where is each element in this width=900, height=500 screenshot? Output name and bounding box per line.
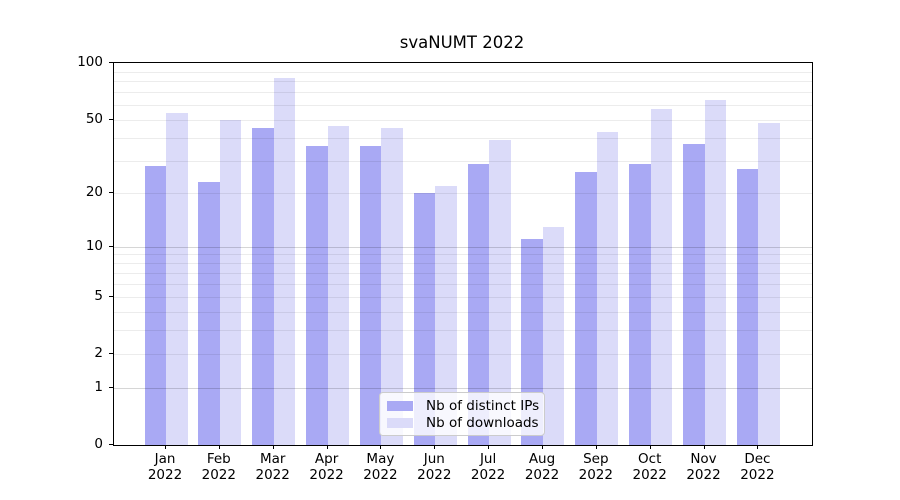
x-tick-label-jan-2022: Jan 2022 xyxy=(147,451,183,483)
y-tick-label-50: 50 xyxy=(85,110,103,127)
y-tick-label-5: 5 xyxy=(94,287,103,304)
gridline-minor-60 xyxy=(114,104,812,106)
legend-item-distinct-ips: Nb of distinct IPs xyxy=(387,398,540,415)
bar-nb-of-downloads-oct-2022 xyxy=(650,108,673,445)
y-tick-mark-2 xyxy=(109,353,113,355)
bar-nb-of-distinct-ips-may-2022 xyxy=(359,146,382,445)
gridline-minor-7 xyxy=(114,272,812,274)
bar-nb-of-distinct-ips-mar-2022 xyxy=(252,128,274,445)
gridline-minor-40 xyxy=(114,137,812,139)
x-tick-label-aug-2022: Aug 2022 xyxy=(524,451,560,483)
y-tick-mark-0 xyxy=(109,444,113,445)
legend-swatch-downloads xyxy=(387,417,413,428)
gridline-minor-5 xyxy=(114,296,812,298)
y-tick-label-1: 1 xyxy=(94,378,103,395)
x-tick-mark-jul-2022 xyxy=(488,445,490,449)
x-tick-mark-mar-2022 xyxy=(272,445,274,449)
legend-label-distinct-ips: Nb of distinct IPs xyxy=(426,398,540,415)
y-tick-label-100: 100 xyxy=(77,54,103,70)
y-tick-label-20: 20 xyxy=(85,184,103,200)
x-tick-mark-aug-2022 xyxy=(542,445,543,449)
bar-nb-of-downloads-dec-2022 xyxy=(758,122,780,445)
bar-nb-of-downloads-mar-2022 xyxy=(273,78,296,445)
bar-nb-of-downloads-jan-2022 xyxy=(166,113,188,445)
gridline-minor-70 xyxy=(114,92,812,94)
bar-nb-of-distinct-ips-dec-2022 xyxy=(736,169,759,445)
x-tick-mark-nov-2022 xyxy=(703,445,705,449)
y-tick-label-10: 10 xyxy=(85,237,103,254)
x-tick-mark-jun-2022 xyxy=(434,445,436,449)
bar-nb-of-distinct-ips-oct-2022 xyxy=(629,163,651,445)
y-tick-mark-100 xyxy=(109,62,113,63)
x-tick-label-dec-2022: Dec 2022 xyxy=(740,451,775,483)
bar-nb-of-downloads-aug-2022 xyxy=(542,226,565,445)
legend-item-downloads: Nb of downloads xyxy=(387,414,539,432)
y-tick-mark-20 xyxy=(109,192,113,193)
x-tick-label-jun-2022: Jun 2022 xyxy=(417,451,452,483)
gridline-minor-50 xyxy=(114,119,812,121)
bar-nb-of-downloads-may-2022 xyxy=(381,128,403,445)
bar-nb-of-distinct-ips-sep-2022 xyxy=(575,172,597,445)
bar-nb-of-distinct-ips-apr-2022 xyxy=(306,146,328,445)
bar-nb-of-downloads-sep-2022 xyxy=(596,131,619,445)
gridline-minor-4 xyxy=(114,311,812,313)
y-tick-mark-5 xyxy=(109,295,113,297)
gridline-major-1 xyxy=(114,387,812,389)
y-tick-label-2: 2 xyxy=(94,345,103,362)
x-tick-mark-sep-2022 xyxy=(595,445,597,449)
y-tick-mark-10 xyxy=(109,245,113,247)
x-tick-label-sep-2022: Sep 2022 xyxy=(578,451,613,483)
bar-nb-of-distinct-ips-jun-2022 xyxy=(413,193,436,445)
gridline-minor-20 xyxy=(114,193,812,194)
bar-nb-of-distinct-ips-feb-2022 xyxy=(198,181,220,445)
gridline-minor-6 xyxy=(114,283,812,285)
gridline-minor-30 xyxy=(114,160,812,162)
x-tick-mark-feb-2022 xyxy=(218,445,220,449)
chart-title: svaNUMT 2022 xyxy=(399,33,525,52)
x-tick-label-jul-2022: Jul 2022 xyxy=(470,451,506,483)
gridline-major-10 xyxy=(114,246,812,248)
x-tick-label-nov-2022: Nov 2022 xyxy=(686,451,721,483)
x-tick-mark-dec-2022 xyxy=(757,445,759,449)
x-tick-mark-may-2022 xyxy=(380,445,382,449)
legend: Nb of distinct IPs Nb of downloads xyxy=(379,392,545,436)
legend-label-downloads: Nb of downloads xyxy=(426,414,539,431)
y-tick-mark-50 xyxy=(109,118,113,120)
gridline-minor-2 xyxy=(114,354,812,356)
legend-swatch-distinct-ips xyxy=(387,401,413,412)
gridline-minor-80 xyxy=(114,81,812,83)
bar-nb-of-downloads-feb-2022 xyxy=(219,119,242,445)
x-tick-label-apr-2022: Apr 2022 xyxy=(309,451,344,483)
gridline-minor-3 xyxy=(114,330,812,332)
x-tick-mark-jan-2022 xyxy=(165,445,166,449)
bar-nb-of-downloads-jul-2022 xyxy=(489,139,511,445)
x-tick-mark-apr-2022 xyxy=(326,445,328,449)
bar-nb-of-downloads-nov-2022 xyxy=(704,99,726,445)
bar-nb-of-distinct-ips-nov-2022 xyxy=(683,143,705,445)
bar-nb-of-distinct-ips-jan-2022 xyxy=(144,166,166,445)
x-tick-label-oct-2022: Oct 2022 xyxy=(632,451,667,483)
plot-area xyxy=(113,62,813,446)
x-tick-label-mar-2022: Mar 2022 xyxy=(255,451,290,483)
gridline-minor-9 xyxy=(114,254,812,256)
bar-nb-of-downloads-jun-2022 xyxy=(435,185,457,445)
x-tick-label-feb-2022: Feb 2022 xyxy=(201,451,236,483)
y-tick-label-0: 0 xyxy=(94,436,103,452)
bar-nb-of-downloads-apr-2022 xyxy=(327,126,350,445)
x-tick-mark-oct-2022 xyxy=(649,445,651,449)
gridline-minor-8 xyxy=(114,263,812,265)
x-tick-label-may-2022: May 2022 xyxy=(363,451,398,483)
y-tick-mark-1 xyxy=(109,386,113,388)
gridline-minor-90 xyxy=(114,71,812,73)
bar-nb-of-distinct-ips-jul-2022 xyxy=(467,163,490,445)
